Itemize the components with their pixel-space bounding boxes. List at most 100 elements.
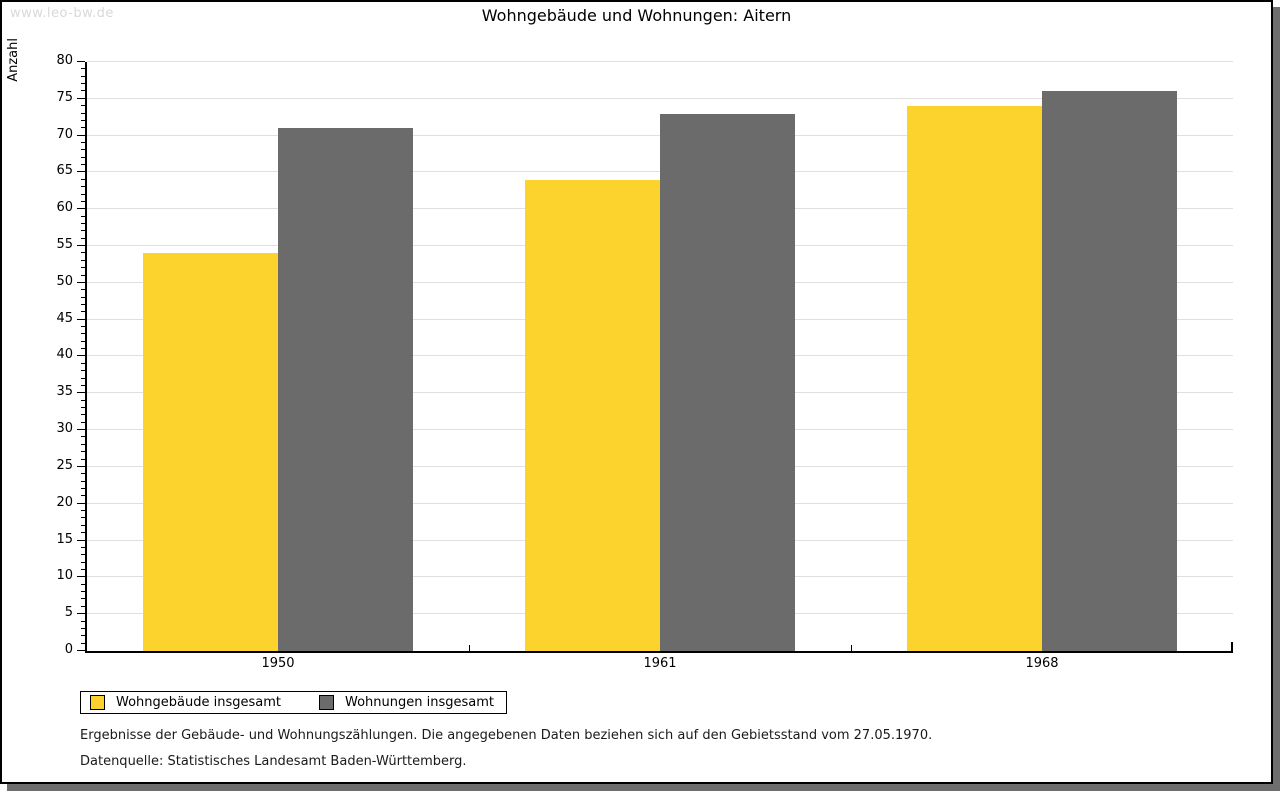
y-minor-tick <box>81 275 85 276</box>
legend-label-1: Wohngebäude insgesamt <box>116 695 281 710</box>
y-tick-label: 60 <box>56 200 73 215</box>
y-minor-tick <box>81 554 85 555</box>
bar-1968-series-2 <box>1042 91 1177 651</box>
watermark: www.leo-bw.de <box>10 6 114 21</box>
y-minor-tick <box>81 68 85 69</box>
gridline <box>87 98 1233 99</box>
y-major-tick <box>77 576 85 577</box>
y-minor-tick <box>81 127 85 128</box>
y-major-tick <box>77 282 85 283</box>
y-minor-tick <box>81 297 85 298</box>
x-boundary-tick <box>851 645 852 651</box>
bar-1950-series-1 <box>143 253 278 651</box>
y-minor-tick <box>81 304 85 305</box>
y-minor-tick <box>81 628 85 629</box>
x-tick-label: 1968 <box>1025 656 1059 671</box>
y-tick-label: 20 <box>56 495 73 510</box>
plot-area: 0 5 10 15 20 25 30 35 40 45 50 55 60 65 70 75 80 1950 1961… <box>56 54 1233 671</box>
y-minor-tick <box>81 157 85 158</box>
y-minor-tick <box>81 606 85 607</box>
y-tick-label: 65 <box>56 163 73 178</box>
footnotes: Ergebnisse der Gebäude- und Wohnungszähl… <box>80 728 932 780</box>
y-minor-tick <box>81 164 85 165</box>
y-tick-label: 30 <box>56 421 73 436</box>
y-tick-label: 45 <box>56 311 73 326</box>
y-minor-tick <box>81 90 85 91</box>
y-minor-tick <box>81 105 85 106</box>
chart-title: Wohngebäude und Wohnungen: Aitern <box>481 6 792 25</box>
y-minor-tick <box>81 378 85 379</box>
y-minor-tick <box>81 532 85 533</box>
y-major-tick <box>77 319 85 320</box>
y-minor-tick <box>81 562 85 563</box>
y-minor-tick <box>81 591 85 592</box>
y-tick-label: 35 <box>56 384 73 399</box>
y-minor-tick <box>81 223 85 224</box>
y-tick-label: 80 <box>56 53 73 68</box>
y-minor-tick <box>81 621 85 622</box>
y-tick-label: 55 <box>56 237 73 252</box>
y-minor-tick <box>81 120 85 121</box>
y-major-tick <box>77 135 85 136</box>
y-major-tick <box>77 503 85 504</box>
y-minor-tick <box>81 179 85 180</box>
y-major-tick <box>77 208 85 209</box>
y-minor-tick <box>81 76 85 77</box>
y-minor-tick <box>81 444 85 445</box>
y-minor-tick <box>81 194 85 195</box>
y-tick-label: 75 <box>56 90 73 105</box>
y-tick-label: 10 <box>56 568 73 583</box>
y-minor-tick <box>81 142 85 143</box>
y-minor-tick <box>81 517 85 518</box>
y-minor-tick <box>81 149 85 150</box>
legend-item-1: Wohngebäude insgesamt <box>90 695 281 710</box>
gridline <box>87 61 1233 62</box>
bar-1950-series-2 <box>278 128 413 651</box>
y-minor-tick <box>81 311 85 312</box>
y-minor-tick <box>81 584 85 585</box>
y-major-tick <box>77 98 85 99</box>
bar-1961-series-2 <box>660 114 795 651</box>
y-minor-tick <box>81 186 85 187</box>
y-major-tick <box>77 540 85 541</box>
y-minor-tick <box>81 230 85 231</box>
y-minor-tick <box>81 267 85 268</box>
bar-1968-series-1 <box>907 106 1042 651</box>
y-minor-tick <box>81 569 85 570</box>
y-tick-label: 5 <box>64 605 73 620</box>
bar-1961-series-1 <box>525 180 660 651</box>
y-minor-tick <box>81 488 85 489</box>
legend: Wohngebäude insgesamt Wohnungen insgesamt <box>80 691 507 714</box>
y-major-tick <box>77 613 85 614</box>
y-major-tick <box>77 392 85 393</box>
y-tick-label: 70 <box>56 127 73 142</box>
y-minor-tick <box>81 451 85 452</box>
y-minor-tick <box>81 83 85 84</box>
y-minor-tick <box>81 547 85 548</box>
y-minor-tick <box>81 348 85 349</box>
y-minor-tick <box>81 333 85 334</box>
y-tick-label: 25 <box>56 458 73 473</box>
y-minor-tick <box>81 385 85 386</box>
y-minor-tick <box>81 473 85 474</box>
y-axis-label: Anzahl <box>6 38 21 82</box>
y-minor-tick <box>81 201 85 202</box>
x-tick-label: 1950 <box>261 656 295 671</box>
legend-label-2: Wohnungen insgesamt <box>345 695 494 710</box>
y-minor-tick <box>81 252 85 253</box>
y-minor-tick <box>81 216 85 217</box>
y-tick-label: 40 <box>56 347 73 362</box>
y-minor-tick <box>81 113 85 114</box>
footnote-line-2: Datenquelle: Statistisches Landesamt Bad… <box>80 754 467 769</box>
y-minor-tick <box>81 400 85 401</box>
y-minor-tick <box>81 635 85 636</box>
x-boundary-tick <box>469 645 470 651</box>
y-tick-label: 15 <box>56 532 73 547</box>
y-tick-label: 50 <box>56 274 73 289</box>
y-minor-tick <box>81 422 85 423</box>
legend-swatch-2 <box>319 695 334 710</box>
footnote-line-1: Ergebnisse der Gebäude- und Wohnungszähl… <box>80 728 933 743</box>
y-minor-tick <box>81 407 85 408</box>
y-minor-tick <box>81 643 85 644</box>
